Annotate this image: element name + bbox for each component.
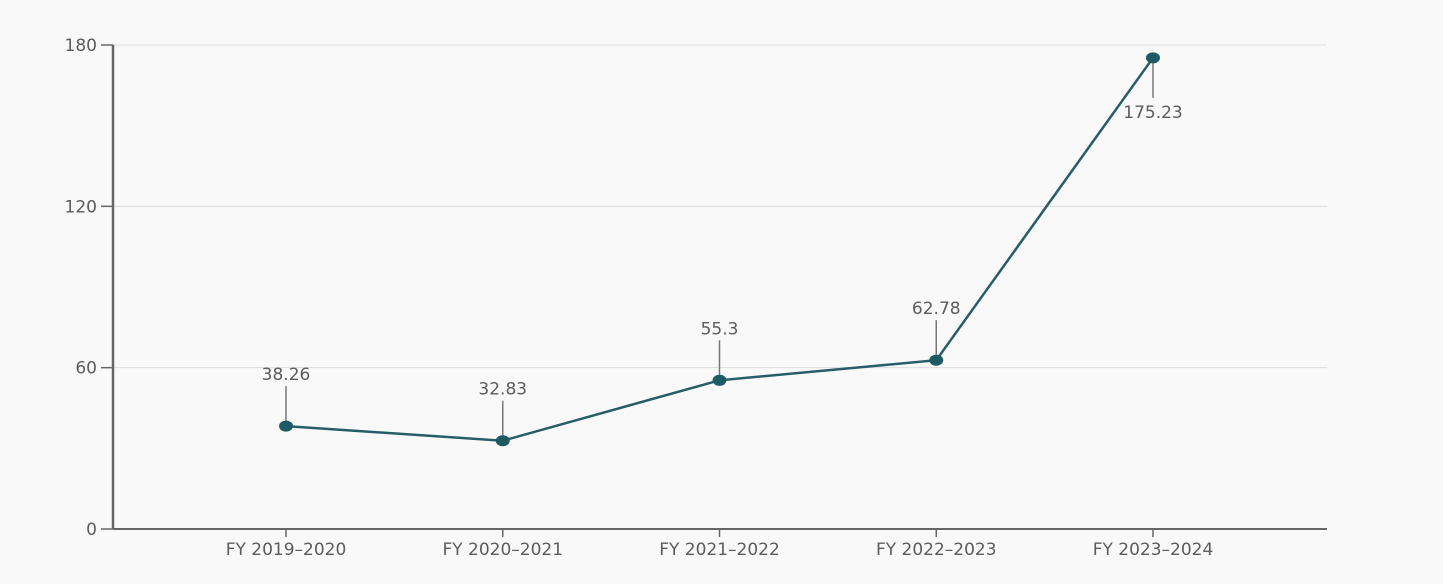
data-point <box>495 435 510 447</box>
data-label: 38.26 <box>262 365 311 385</box>
data-point <box>712 374 727 386</box>
data-point <box>279 420 293 432</box>
data-points <box>279 52 1160 447</box>
y-tick-label: 120 <box>65 197 97 217</box>
data-label: 62.78 <box>912 299 961 319</box>
data-point <box>929 354 944 366</box>
data-label: 175.23 <box>1123 103 1182 123</box>
data-label-leaders <box>285 62 1154 436</box>
y-axis-ticks: 0 60 120 180 <box>65 36 113 540</box>
y-tick-label: 180 <box>65 36 97 56</box>
data-point <box>1146 52 1160 64</box>
x-axis-ticks: FY 2019–2020 FY 2020–2021 FY 2021–2022 FY 2… <box>226 529 1214 560</box>
data-labels: 38.26 32.83 55.3 62.78 175.23 <box>262 103 1183 400</box>
x-tick-label: FY 2020–2021 <box>442 540 563 560</box>
y-tick-label: 60 <box>75 359 97 379</box>
x-tick-label: FY 2021–2022 <box>659 540 780 560</box>
x-tick-label: FY 2022–2023 <box>876 540 997 560</box>
y-tick-label: 0 <box>86 520 97 540</box>
data-label: 55.3 <box>701 319 739 339</box>
x-tick-label: FY 2019–2020 <box>226 540 347 560</box>
x-tick-label: FY 2023–2024 <box>1093 540 1214 560</box>
data-label: 32.83 <box>478 380 527 400</box>
